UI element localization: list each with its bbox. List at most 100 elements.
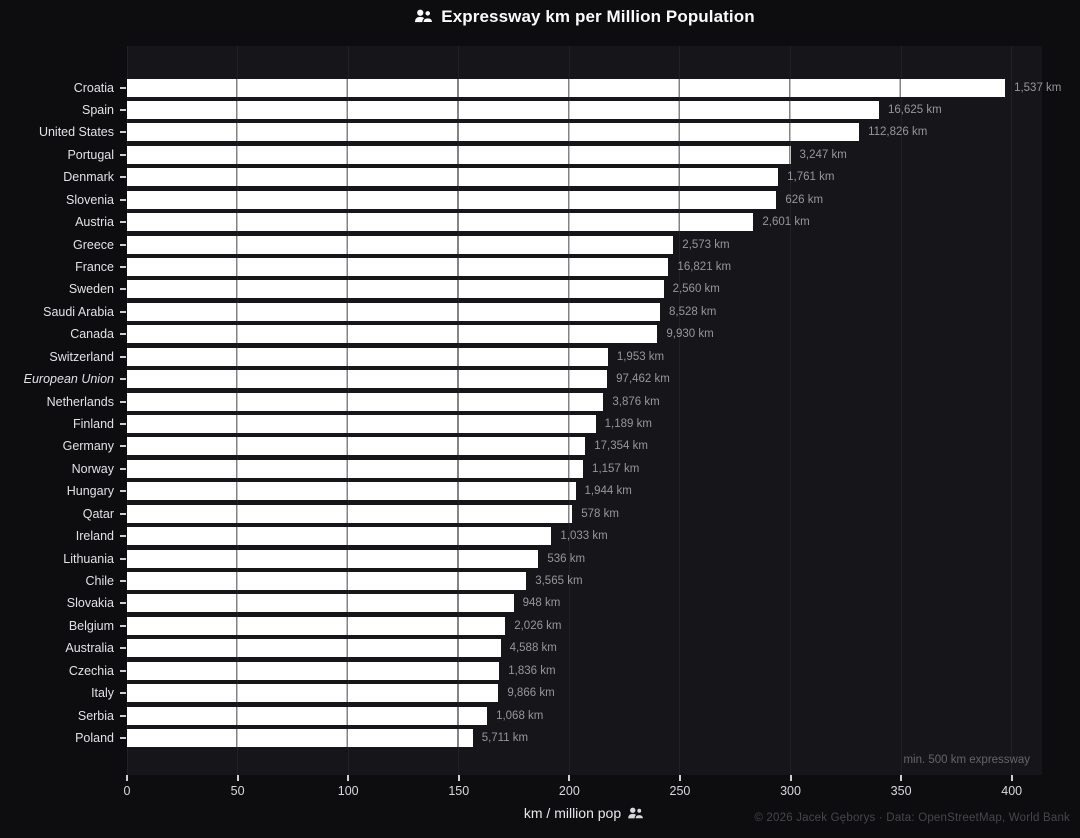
x-tick <box>789 775 792 781</box>
bar-value-label: 3,565 km <box>535 574 583 587</box>
y-tick <box>120 243 126 246</box>
bar-value-label: 5,711 km <box>481 731 529 744</box>
y-axis-label: Poland <box>75 730 114 745</box>
bar-value-label: 1,068 km <box>496 709 544 722</box>
y-tick <box>120 490 126 493</box>
bar-value-label: 16,625 km <box>887 103 942 116</box>
y-axis-label: Germany <box>62 439 114 454</box>
bar-value-label: 2,601 km <box>762 216 810 229</box>
bar-value-label: 1,944 km <box>584 485 632 498</box>
x-tick-label: 200 <box>558 784 580 798</box>
plot-area: min. 500 km expressway 1,537 km 16,625 km… <box>126 46 1061 775</box>
y-axis-label: Slovakia <box>66 596 114 611</box>
y-axis-label: Qatar <box>82 506 114 521</box>
bar <box>127 639 501 658</box>
bar <box>127 571 527 590</box>
y-axis-label: European Union <box>23 372 114 387</box>
bar <box>127 168 779 187</box>
y-axis-label: Italy <box>91 686 114 701</box>
bar-value-label: 536 km <box>547 552 586 565</box>
y-axis-label: France <box>75 259 114 274</box>
bar <box>127 123 860 142</box>
bar <box>127 392 604 411</box>
y-tick <box>120 557 126 560</box>
x-axis-label: km / million pop <box>127 805 1042 821</box>
y-tick <box>120 108 126 111</box>
x-tick <box>457 775 460 781</box>
y-axis-label: United States <box>38 125 114 140</box>
people-icon <box>628 807 645 820</box>
y-tick <box>120 467 126 470</box>
y-axis-label: Austria <box>75 215 114 230</box>
x-tick-label: 0 <box>123 784 131 798</box>
chart-title: Expressway km per Million Population <box>127 7 1042 27</box>
bar <box>127 213 754 232</box>
bar-value-label: 2,573 km <box>682 238 730 251</box>
y-tick <box>120 198 126 201</box>
bar-value-label: 3,876 km <box>612 395 660 408</box>
bar <box>127 527 552 546</box>
bar <box>127 616 506 635</box>
y-axis-label: Ireland <box>75 529 114 544</box>
bar-value-label: 3,247 km <box>799 148 847 161</box>
y-axis-label: Saudi Arabia <box>43 304 114 319</box>
x-tick <box>126 775 128 781</box>
y-axis-label: Portugal <box>67 147 114 162</box>
y-axis-label: Slovenia <box>66 192 114 207</box>
y-axis-label: Denmark <box>63 170 114 185</box>
x-tick <box>1010 775 1013 781</box>
y-axis-label: Chile <box>85 573 115 588</box>
gridline <box>1011 46 1013 775</box>
y-tick <box>120 692 126 695</box>
y-tick <box>120 176 126 179</box>
bar <box>127 459 584 478</box>
bar <box>127 594 514 613</box>
bar <box>127 100 879 119</box>
x-tick <box>347 775 350 781</box>
bar <box>127 347 608 366</box>
bar-value-label: 578 km <box>581 507 619 520</box>
bar-value-label: 948 km <box>522 597 561 610</box>
bar <box>127 78 1006 97</box>
bar-value-label: 16,821 km <box>677 260 732 273</box>
bar-value-label: 1,761 km <box>787 171 835 184</box>
y-axis-label: Netherlands <box>46 394 114 409</box>
gridline <box>900 46 902 775</box>
bar-value-label: 112,826 km <box>868 126 928 139</box>
bar <box>127 235 674 254</box>
y-axis-label: Canada <box>70 327 114 342</box>
bar-value-label: 1,033 km <box>560 530 608 543</box>
x-tick-label: 300 <box>780 784 801 798</box>
bar-value-label: 9,930 km <box>666 328 714 341</box>
bar-value-label: 2,026 km <box>514 619 562 632</box>
y-tick <box>120 602 126 605</box>
bar-value-label: 4,588 km <box>509 642 557 655</box>
bar <box>127 706 488 725</box>
people-icon <box>415 9 434 24</box>
bar-value-label: 17,354 km <box>594 440 648 453</box>
bar <box>127 684 499 703</box>
bar <box>127 504 573 523</box>
bar <box>127 190 777 209</box>
y-axis-label: Belgium <box>68 618 114 633</box>
y-tick <box>120 400 126 403</box>
x-tick <box>236 775 239 781</box>
y-tick <box>120 86 126 89</box>
x-tick-label: 250 <box>669 784 691 798</box>
y-tick <box>120 535 126 538</box>
y-axis-label: Switzerland <box>49 349 114 364</box>
bar-value-label: 97,462 km <box>616 373 670 386</box>
y-tick <box>120 624 126 627</box>
bar-value-label: 1,537 km <box>1014 81 1062 94</box>
x-axis-label-text: km / million pop <box>523 805 622 821</box>
bar-value-label: 8,528 km <box>669 305 717 318</box>
y-tick <box>120 714 126 717</box>
x-tick-label: 100 <box>337 784 359 798</box>
y-tick <box>120 445 126 448</box>
bar-value-label: 626 km <box>785 193 824 206</box>
y-axis-label: Lithuania <box>63 551 114 566</box>
bar <box>127 437 586 456</box>
attribution-footer: © 2026 Jacek Gęborys · Data: OpenStreetM… <box>754 812 1070 824</box>
bar-value-label: 1,836 km <box>508 664 556 677</box>
